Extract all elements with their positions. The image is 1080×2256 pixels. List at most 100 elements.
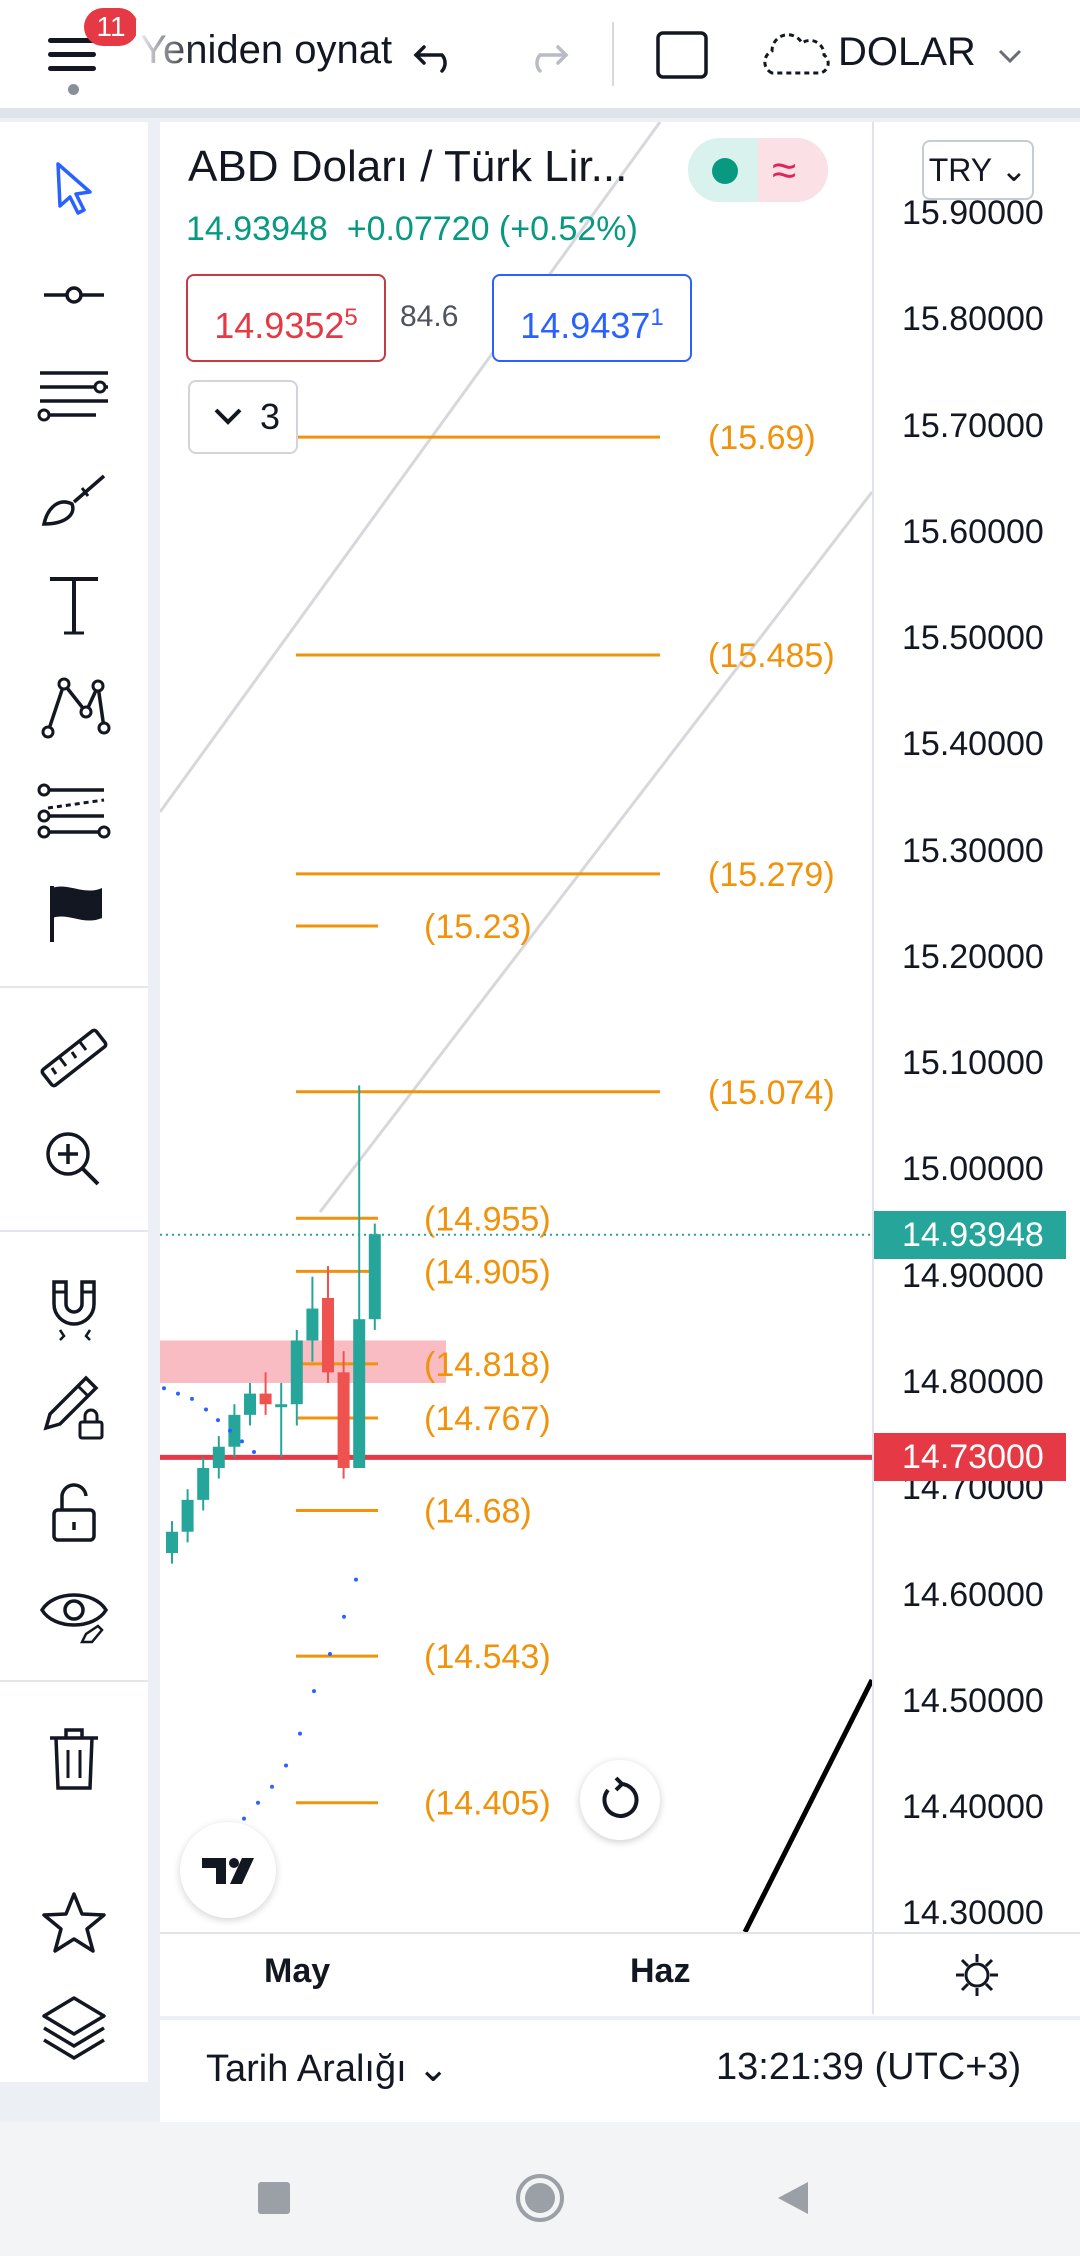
toolbar-separator: [612, 22, 614, 86]
indicator-toggle-button[interactable]: 3: [188, 380, 298, 454]
replay-fade: [136, 20, 196, 90]
rotate-icon: [602, 1776, 639, 1818]
chevron-down-icon: [214, 408, 242, 425]
sar-dot: [342, 1614, 346, 1619]
sell-price-button[interactable]: 14.93525: [186, 274, 386, 362]
sar-dot: [190, 1396, 194, 1401]
pattern-icon[interactable]: [34, 668, 114, 748]
price-tick-label: 15.10000: [902, 1044, 1044, 1083]
fib-level-label: (14.905): [424, 1253, 551, 1291]
pill-right: [758, 138, 828, 202]
ask-main: 14.9437: [520, 305, 651, 346]
candle-up: [368, 1234, 381, 1320]
date-range-button[interactable]: Tarih Aralığı ⌄: [206, 2048, 450, 2090]
clock-timezone[interactable]: 13:21:39 (UTC+3): [716, 2046, 1022, 2088]
trash-icon[interactable]: [34, 1718, 114, 1798]
undo-icon[interactable]: [406, 25, 466, 85]
price-tick-label: 15.80000: [902, 300, 1044, 339]
currency-label: TRY: [928, 152, 992, 188]
symbol-title[interactable]: ABD Doları / Türk Lir...: [188, 142, 628, 191]
bid-pip: 5: [344, 304, 358, 331]
fib-level-label: (14.818): [424, 1346, 551, 1384]
text-icon[interactable]: [34, 565, 114, 645]
layout-icon[interactable]: [652, 25, 712, 85]
time-axis[interactable]: [160, 1932, 1080, 2016]
highlight-zone: [160, 1340, 446, 1383]
prediction-tool-icon[interactable]: [34, 770, 114, 850]
back-icon[interactable]: [774, 2178, 814, 2218]
toolbar-group-divider: [0, 1680, 148, 1682]
sar-dot: [204, 1407, 208, 1412]
channel-line: [160, 122, 662, 813]
unlock-icon[interactable]: [34, 1472, 114, 1552]
fib-level-label: (14.543): [424, 1638, 551, 1676]
sar-dot: [240, 1439, 244, 1444]
price-tick-label: 15.30000: [902, 831, 1044, 870]
price-tick-label: 14.90000: [902, 1256, 1044, 1295]
settings-gear-icon[interactable]: [952, 1950, 1002, 2000]
sar-dot: [176, 1391, 180, 1396]
candle-up: [166, 1531, 178, 1554]
ruler-icon[interactable]: [34, 1018, 114, 1098]
star-icon[interactable]: [34, 1884, 114, 1964]
candle-up: [197, 1467, 210, 1500]
home-icon[interactable]: [514, 2172, 566, 2224]
layers-icon[interactable]: [34, 1988, 114, 2068]
axis-corner-divider: [872, 1932, 874, 2014]
alert-price-label: 14.73000: [874, 1433, 1066, 1482]
sar-dot: [298, 1731, 302, 1736]
fib-level-label: (15.23): [424, 908, 532, 946]
toolbar-group-divider: [0, 986, 148, 988]
brush-icon[interactable]: [34, 462, 114, 542]
month-label: Haz: [630, 1952, 691, 1990]
cursor-icon[interactable]: [34, 150, 114, 230]
sar-dot: [252, 1450, 256, 1455]
symbol-label[interactable]: DOLAR: [838, 30, 976, 74]
sar-dot: [354, 1577, 358, 1582]
month-label: May: [264, 1952, 331, 1990]
price-chart[interactable]: (15.69) (15.485) (15.279) (15.23) (15.074) (1…: [160, 122, 872, 1932]
menu-dot-indicator: [68, 84, 79, 95]
bid-main: 14.9352: [214, 305, 345, 346]
candle-up: [290, 1340, 303, 1405]
candle-up: [228, 1414, 241, 1447]
price-change: +0.07720 (+0.52%): [346, 210, 638, 248]
fib-level-label: (14.955): [424, 1200, 551, 1238]
fib-retracement-icon[interactable]: [34, 355, 114, 435]
price-tick-label: 14.30000: [902, 1894, 1044, 1933]
chevron-down-icon[interactable]: [990, 25, 1030, 85]
currency-selector[interactable]: TRY ⌄: [922, 140, 1034, 200]
zoom-in-icon[interactable]: [34, 1120, 114, 1200]
magnet-icon[interactable]: [34, 1264, 114, 1344]
price-axis[interactable]: [872, 122, 1080, 1932]
price-tick-label: 14.60000: [902, 1575, 1044, 1614]
fib-level-label: (14.767): [424, 1400, 551, 1438]
candle-up: [306, 1308, 319, 1341]
system-navbar: [0, 2122, 1080, 2256]
candle-up: [212, 1446, 225, 1468]
flag-icon[interactable]: [34, 872, 114, 952]
reset-chart-button[interactable]: [580, 1760, 660, 1840]
eye-icon[interactable]: [34, 1572, 114, 1652]
price-tick-label: 15.40000: [902, 725, 1044, 764]
sar-dot: [228, 1428, 232, 1433]
fib-level-label: (15.074): [708, 1074, 835, 1112]
price-change-line: 14.93948 +0.07720 (+0.52%): [186, 210, 638, 249]
sar-dot: [284, 1763, 288, 1768]
sar-dot: [256, 1800, 260, 1805]
date-range-label: Tarih Aralığı: [206, 2048, 407, 2090]
notification-badge: 11: [84, 8, 138, 46]
redo-icon[interactable]: [516, 25, 576, 85]
tradingview-logo[interactable]: [180, 1822, 276, 1918]
cloud-icon[interactable]: [756, 25, 836, 85]
sar-dot: [270, 1784, 274, 1789]
recent-apps-icon[interactable]: [256, 2180, 292, 2216]
toolbar-edge: [148, 122, 160, 2082]
lock-drawings-icon[interactable]: [34, 1366, 114, 1446]
market-status-pill[interactable]: ≈: [688, 138, 828, 202]
toolbar-group-divider: [0, 1230, 148, 1232]
candle-up: [275, 1404, 288, 1408]
trend-line-icon[interactable]: [34, 255, 114, 335]
buy-price-button[interactable]: 14.94371: [492, 274, 692, 362]
hamburger-menu-button[interactable]: [38, 28, 108, 98]
